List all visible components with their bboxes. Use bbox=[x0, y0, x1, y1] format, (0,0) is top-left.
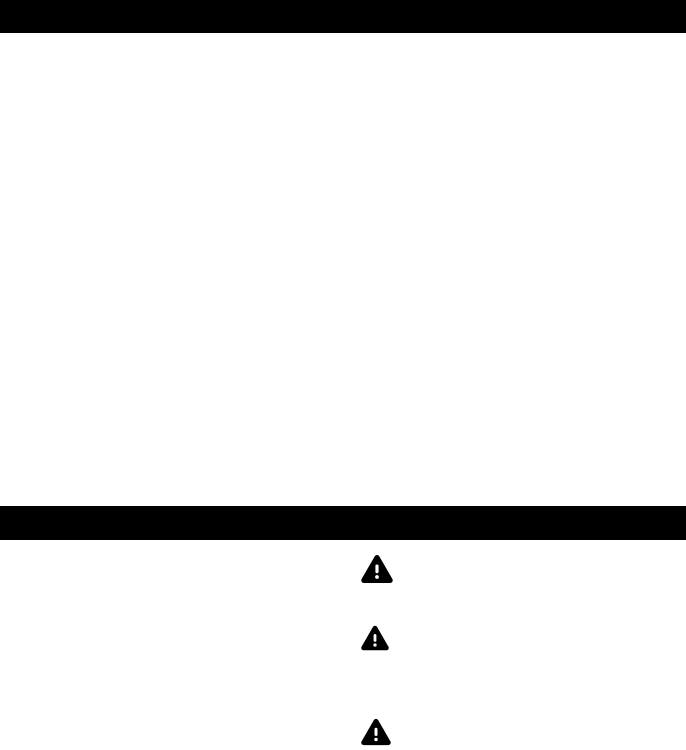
top-black-band bbox=[0, 0, 686, 33]
warning-triangle-icon bbox=[361, 717, 391, 747]
warning-triangle-icon bbox=[361, 553, 393, 585]
section-header-black-band bbox=[0, 506, 686, 540]
warning-triangle-icon bbox=[361, 624, 389, 652]
